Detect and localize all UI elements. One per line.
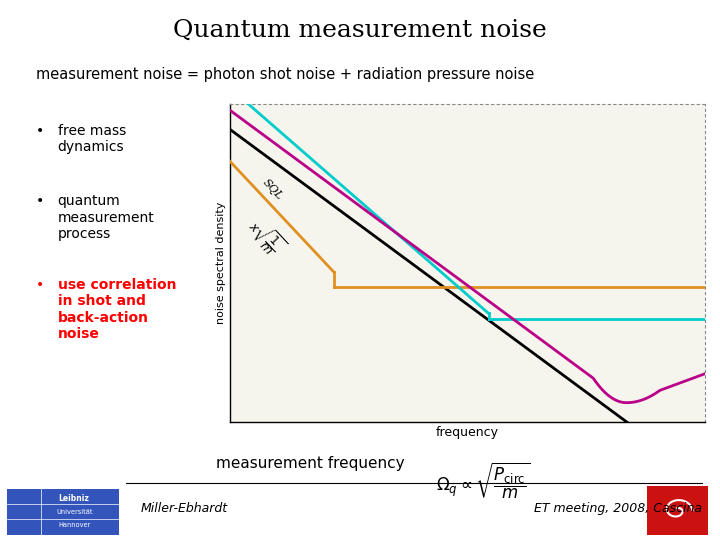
- Text: free mass
dynamics: free mass dynamics: [58, 124, 126, 154]
- Text: •: •: [36, 194, 44, 208]
- Text: Miller-Ebhardt: Miller-Ebhardt: [140, 502, 228, 515]
- Text: •: •: [36, 278, 44, 292]
- Text: use correlation
in shot and
back-action
noise: use correlation in shot and back-action …: [58, 278, 176, 341]
- Text: Leibniz: Leibniz: [59, 494, 89, 503]
- Text: measurement frequency: measurement frequency: [216, 456, 405, 471]
- X-axis label: frequency: frequency: [436, 427, 499, 440]
- Text: quantum
measurement
process: quantum measurement process: [58, 194, 154, 241]
- Text: ET meeting, 2008, Cascina: ET meeting, 2008, Cascina: [534, 502, 702, 515]
- Text: measurement noise = photon shot noise + radiation pressure noise: measurement noise = photon shot noise + …: [36, 68, 534, 83]
- Text: Universität: Universität: [56, 509, 92, 515]
- Text: $\Omega_q \propto \sqrt{\dfrac{P_{\mathrm{circ}}}{m}}$: $\Omega_q \propto \sqrt{\dfrac{P_{\mathr…: [436, 460, 531, 501]
- Text: SQL: SQL: [261, 177, 284, 201]
- Y-axis label: noise spectral density: noise spectral density: [215, 202, 225, 324]
- Text: •: •: [36, 124, 44, 138]
- Text: Hannover: Hannover: [58, 522, 90, 528]
- Text: $x\sqrt{\dfrac{1}{m}}$: $x\sqrt{\dfrac{1}{m}}$: [242, 213, 289, 261]
- Text: Quantum measurement noise: Quantum measurement noise: [173, 19, 547, 42]
